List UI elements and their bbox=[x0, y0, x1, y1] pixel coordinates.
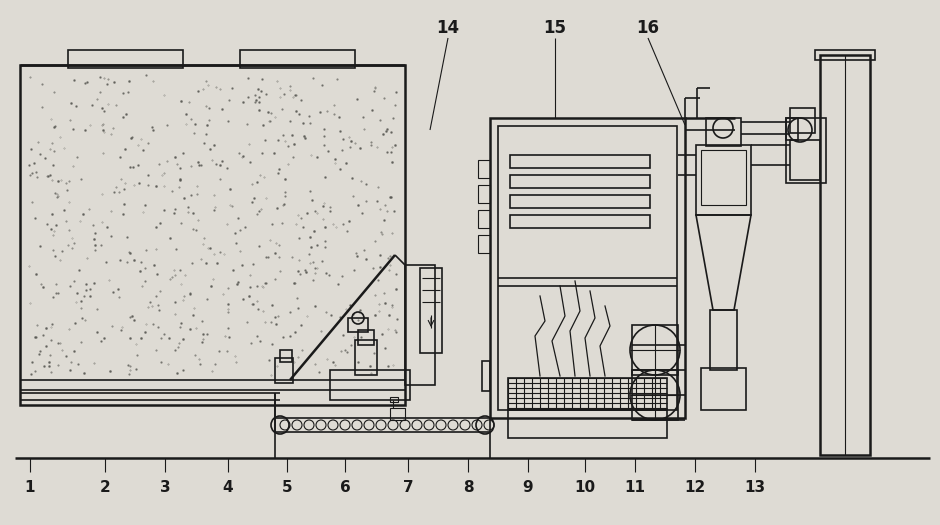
Bar bbox=[405, 265, 435, 385]
Bar bbox=[478, 160, 490, 178]
Text: 7: 7 bbox=[402, 479, 414, 495]
Bar bbox=[420, 268, 442, 353]
Bar bbox=[498, 126, 677, 410]
Text: 13: 13 bbox=[744, 479, 765, 495]
Text: 10: 10 bbox=[574, 479, 596, 495]
Text: 9: 9 bbox=[523, 479, 533, 495]
Bar bbox=[786, 118, 826, 183]
Bar bbox=[710, 310, 737, 370]
Text: 11: 11 bbox=[624, 479, 646, 495]
Text: 8: 8 bbox=[462, 479, 474, 495]
Bar bbox=[390, 408, 405, 420]
Bar bbox=[355, 340, 377, 375]
Text: 3: 3 bbox=[160, 479, 170, 495]
Text: 14: 14 bbox=[436, 19, 460, 37]
Bar bbox=[508, 410, 667, 438]
Bar bbox=[275, 358, 293, 383]
Bar bbox=[510, 215, 650, 228]
Bar bbox=[68, 50, 183, 68]
Bar bbox=[482, 361, 490, 391]
Bar bbox=[706, 118, 741, 146]
Text: 6: 6 bbox=[339, 479, 351, 495]
Bar bbox=[815, 50, 875, 60]
Bar bbox=[786, 118, 798, 140]
Text: 4: 4 bbox=[223, 479, 233, 495]
Bar bbox=[508, 378, 667, 410]
Text: 5: 5 bbox=[282, 479, 292, 495]
Bar bbox=[348, 318, 368, 332]
Bar bbox=[20, 65, 405, 405]
Bar bbox=[490, 118, 685, 418]
Bar bbox=[820, 55, 870, 455]
Bar bbox=[510, 155, 650, 168]
Bar bbox=[510, 175, 650, 188]
Bar bbox=[632, 325, 678, 375]
Bar bbox=[390, 397, 398, 402]
Bar bbox=[696, 145, 751, 215]
Bar bbox=[510, 195, 650, 208]
Bar bbox=[790, 140, 820, 180]
Bar bbox=[240, 50, 355, 68]
Bar bbox=[790, 108, 815, 133]
Text: 16: 16 bbox=[636, 19, 660, 37]
Bar bbox=[358, 330, 374, 345]
Bar bbox=[280, 350, 292, 362]
Text: 1: 1 bbox=[24, 479, 36, 495]
Bar bbox=[701, 150, 746, 205]
Bar bbox=[632, 370, 678, 420]
Bar bbox=[478, 210, 490, 228]
Bar bbox=[478, 235, 490, 253]
Text: 12: 12 bbox=[684, 479, 706, 495]
Bar bbox=[701, 368, 746, 410]
Text: 2: 2 bbox=[100, 479, 110, 495]
Bar bbox=[478, 185, 490, 203]
Text: 15: 15 bbox=[543, 19, 567, 37]
Bar bbox=[330, 370, 410, 400]
